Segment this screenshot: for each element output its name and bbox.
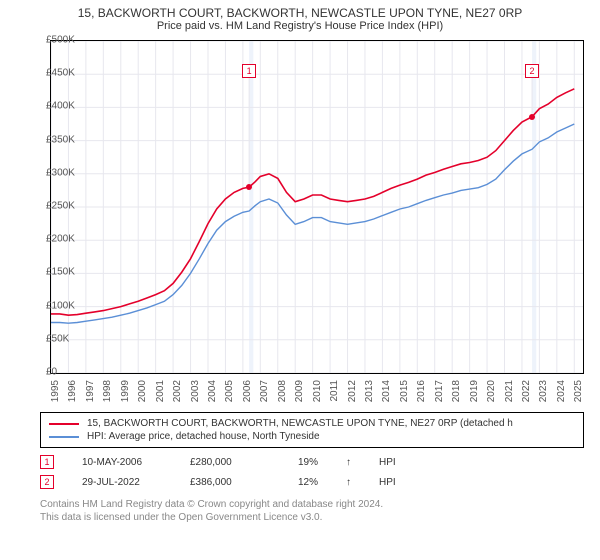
sale-date: 29-JUL-2022: [82, 477, 162, 488]
chart-title-line1: 15, BACKWORTH COURT, BACKWORTH, NEWCASTL…: [0, 6, 600, 20]
legend-text: HPI: Average price, detached house, Nort…: [87, 431, 320, 442]
x-tick-label: 2017: [434, 380, 445, 402]
chart-container: 15, BACKWORTH COURT, BACKWORTH, NEWCASTL…: [0, 0, 600, 524]
x-tick-label: 2006: [242, 380, 253, 402]
sale-price: £386,000: [190, 477, 270, 488]
x-tick-label: 2025: [573, 380, 584, 402]
x-tick-label: 2022: [521, 380, 532, 402]
x-tick-label: 1998: [102, 380, 113, 402]
footer: Contains HM Land Registry data © Crown c…: [40, 498, 584, 524]
x-tick-label: 2003: [190, 380, 201, 402]
x-tick-label: 2009: [294, 380, 305, 402]
x-tick-label: 2012: [347, 380, 358, 402]
x-tick-label: 2010: [312, 380, 323, 402]
x-tick-label: 2014: [381, 380, 392, 402]
sales-row: 1 10-MAY-2006 £280,000 19% ↑ HPI: [40, 452, 584, 472]
x-tick-label: 2016: [416, 380, 427, 402]
sale-pct: 19%: [298, 457, 318, 468]
x-tick-label: 2013: [364, 380, 375, 402]
x-tick-label: 2005: [224, 380, 235, 402]
sale-price: £280,000: [190, 457, 270, 468]
chart-marker-box: 1: [242, 64, 256, 78]
chart-title-line2: Price paid vs. HM Land Registry's House …: [0, 20, 600, 32]
x-tick-label: 2000: [137, 380, 148, 402]
sale-marker-icon: 1: [40, 455, 54, 469]
chart-outer: 12 £0£50K£100K£150K£200K£250K£300K£350K£…: [10, 36, 590, 406]
x-tick-label: 2020: [486, 380, 497, 402]
x-tick-label: 1999: [120, 380, 131, 402]
x-tick-label: 2024: [556, 380, 567, 402]
x-tick-label: 2007: [259, 380, 270, 402]
arrow-up-icon: ↑: [346, 477, 351, 488]
sale-pct: 12%: [298, 477, 318, 488]
x-tick-label: 2001: [155, 380, 166, 402]
x-tick-label: 2008: [277, 380, 288, 402]
x-tick-label: 2015: [399, 380, 410, 402]
x-tick-label: 2004: [207, 380, 218, 402]
x-tick-label: 2002: [172, 380, 183, 402]
legend-swatch: [49, 436, 79, 438]
legend-swatch: [49, 423, 79, 425]
sales-row: 2 29-JUL-2022 £386,000 12% ↑ HPI: [40, 472, 584, 492]
chart-titles: 15, BACKWORTH COURT, BACKWORTH, NEWCASTL…: [0, 0, 600, 36]
x-tick-label: 2019: [469, 380, 480, 402]
sale-hpi-label: HPI: [379, 457, 396, 468]
sale-marker-icon: 2: [40, 475, 54, 489]
chart-marker-box: 2: [525, 64, 539, 78]
chart-marker-dot: [529, 114, 535, 120]
legend-box: 15, BACKWORTH COURT, BACKWORTH, NEWCASTL…: [40, 412, 584, 448]
x-tick-label: 2018: [451, 380, 462, 402]
sale-date: 10-MAY-2006: [82, 457, 162, 468]
x-tick-label: 1996: [67, 380, 78, 402]
x-tick-label: 2023: [538, 380, 549, 402]
sale-hpi-label: HPI: [379, 477, 396, 488]
x-tick-label: 2011: [329, 380, 340, 402]
plot-area: 12: [50, 40, 584, 374]
legend-text: 15, BACKWORTH COURT, BACKWORTH, NEWCASTL…: [87, 418, 513, 429]
footer-line1: Contains HM Land Registry data © Crown c…: [40, 498, 584, 511]
x-tick-label: 1997: [85, 380, 96, 402]
legend-row: 15, BACKWORTH COURT, BACKWORTH, NEWCASTL…: [49, 417, 575, 430]
x-tick-label: 1995: [50, 380, 61, 402]
sales-table: 1 10-MAY-2006 £280,000 19% ↑ HPI 2 29-JU…: [40, 452, 584, 492]
chart-marker-dot: [246, 184, 252, 190]
footer-line2: This data is licensed under the Open Gov…: [40, 511, 584, 524]
legend-row: HPI: Average price, detached house, Nort…: [49, 430, 575, 443]
arrow-up-icon: ↑: [346, 457, 351, 468]
x-tick-label: 2021: [504, 380, 515, 402]
